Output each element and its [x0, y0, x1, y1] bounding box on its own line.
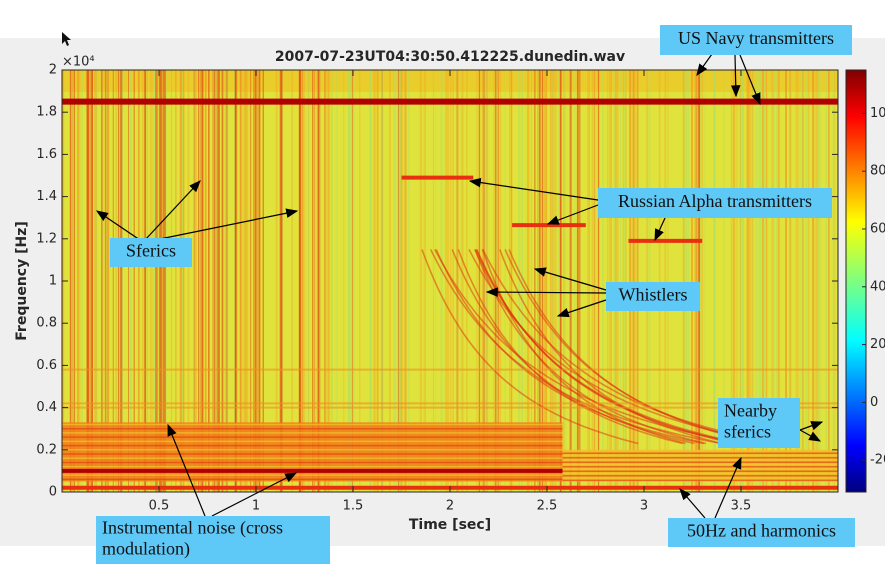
annotation-arrow [679, 488, 706, 519]
y-tick-label: 1.2 [36, 231, 57, 246]
annotation-box [96, 516, 330, 564]
annotation-arrow [144, 180, 201, 241]
annotation-text: US Navy transmitters [678, 28, 834, 48]
annotation-arrow [696, 53, 713, 76]
x-tick-label: 1.5 [343, 499, 364, 514]
annotation-arrow [485, 287, 607, 297]
whistler [457, 249, 683, 445]
annotation-text: Whistlers [619, 285, 688, 305]
annotation-text: modulation) [102, 539, 190, 560]
annotation-arrow [468, 177, 599, 201]
mouse-cursor [62, 32, 71, 46]
annotation-text: 50Hz and harmonics [687, 521, 836, 541]
x-tick-label: 0.5 [149, 499, 170, 514]
plot-area [62, 70, 838, 492]
colorbar [845, 69, 867, 493]
y-tick-label: 0.4 [36, 400, 57, 415]
x-tick-label: 3.5 [731, 499, 752, 514]
annotation-arrow [546, 204, 599, 225]
annotation-arrow [556, 299, 607, 318]
spectrogram-background [62, 70, 838, 492]
annotation-arrow [167, 423, 206, 517]
annotation-box [606, 282, 700, 311]
y-multiplier: ×10⁴ [62, 55, 95, 70]
annotation-text: sferics [724, 422, 771, 442]
y-tick-label: 1 [49, 274, 57, 289]
x-tick-label: 2.5 [537, 499, 558, 514]
annotation-box [598, 188, 832, 218]
whistler [468, 249, 774, 445]
annotation-box [660, 25, 852, 55]
whistler [482, 249, 779, 445]
annotation-box [718, 398, 800, 448]
colorbar-tick-label: 80 [870, 164, 885, 179]
y-axis-label: Frequency [Hz] [14, 221, 30, 340]
y-tick-label: 0.2 [36, 442, 57, 457]
whistler [451, 249, 695, 445]
annotation-arrow [211, 472, 298, 517]
annotation-arrow [533, 267, 607, 291]
chart-title: 2007-07-23UT04:30:50.412225.dunedin.wav [275, 49, 625, 65]
annotation-text: Sferics [126, 241, 176, 261]
y-tick-label: 0.8 [36, 316, 57, 331]
x-tick-label: 3 [640, 499, 648, 514]
colorbar-tick-label: 60 [870, 221, 885, 236]
annotation-box [668, 518, 855, 547]
annotation-arrow [799, 429, 822, 442]
colorbar-tick-label: 100 [870, 106, 885, 121]
annotation-arrow [654, 217, 666, 242]
y-tick-label: 0 [49, 485, 57, 500]
y-tick-label: 1.4 [36, 189, 57, 204]
y-tick-label: 0.6 [36, 358, 57, 373]
whistler [434, 249, 745, 445]
y-tick-label: 1.6 [36, 147, 57, 162]
colorbar-tick-label: -20 [870, 453, 885, 468]
whistler [474, 249, 707, 445]
annotation-arrow [714, 456, 742, 519]
annotation-arrow [799, 421, 824, 431]
noise-band [562, 449, 838, 482]
annotations: US Navy transmitters Sferics Russian Alpha… [96, 25, 855, 564]
annotation-arrow [96, 210, 141, 241]
x-tick-label: 2 [446, 499, 454, 514]
annotation-text: Nearby [724, 401, 777, 421]
whistler [429, 249, 722, 445]
y-tick-label: 2 [49, 63, 57, 78]
annotation-arrow [154, 208, 299, 241]
whistler [475, 249, 738, 445]
x-axis-label: Time [sec] [409, 517, 491, 533]
annotation-text: Instrumental noise (cross [102, 518, 283, 539]
annotation-text: Russian Alpha transmitters [618, 191, 812, 211]
annotation-box [110, 238, 192, 267]
x-tick-label: 1 [252, 499, 260, 514]
whistler [421, 249, 639, 445]
annotation-arrow [730, 54, 741, 98]
colorbar-tick-label: 0 [870, 395, 878, 410]
colorbar-tick-label: 40 [870, 279, 885, 294]
annotation-arrow [739, 54, 761, 106]
colorbar-tick-label: 20 [870, 337, 885, 352]
y-tick-label: 1.8 [36, 105, 57, 120]
